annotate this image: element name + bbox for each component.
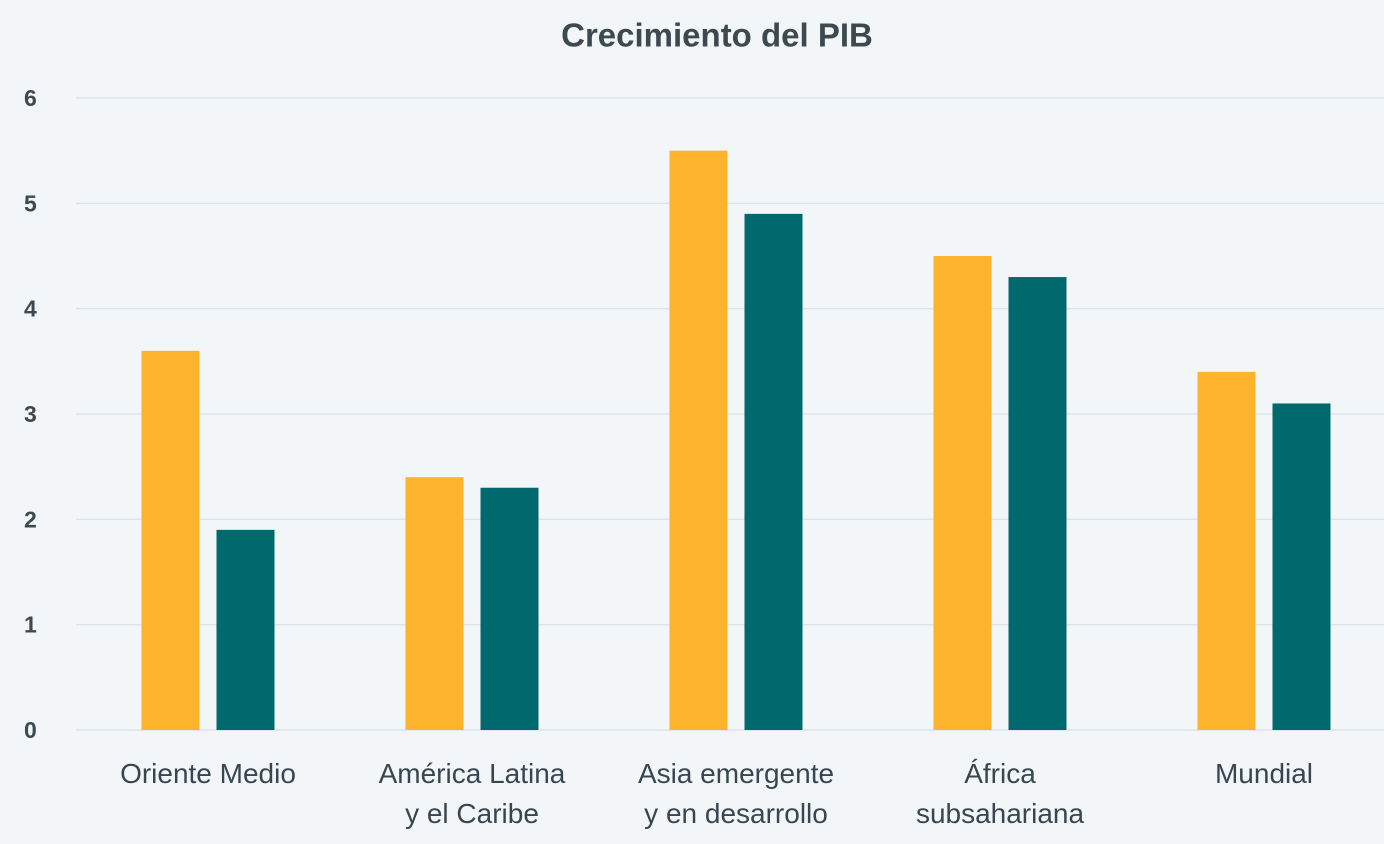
bar — [1197, 371, 1256, 730]
y-tick-label: 3 — [24, 401, 37, 427]
x-tick-label-line: Oriente Medio — [120, 758, 296, 789]
y-tick-label: 4 — [24, 296, 37, 322]
x-tick-label-line: África — [964, 758, 1036, 789]
bar — [216, 529, 275, 730]
y-tick-label: 5 — [24, 190, 37, 216]
y-tick-label: 2 — [24, 506, 37, 532]
bar — [141, 350, 200, 730]
x-tick-label: Asia emergente y en desarrollo — [638, 758, 834, 829]
bar — [480, 487, 539, 730]
x-tick-label-line: y el Caribe — [405, 798, 539, 829]
x-tick-label-line: y en desarrollo — [644, 798, 828, 829]
x-tick-label: Oriente Medio — [120, 758, 296, 789]
x-tick-label: Mundial — [1215, 758, 1313, 789]
bar — [933, 256, 992, 730]
bar — [744, 213, 803, 730]
chart-title: Crecimiento del PIB — [561, 17, 873, 54]
x-tick-label-line: Mundial — [1215, 758, 1313, 789]
x-tick-label: América Latina y el Caribe — [379, 758, 566, 829]
x-tick-label: África subsahariana — [916, 758, 1085, 829]
y-tick-label: 1 — [24, 612, 37, 638]
bar — [1272, 403, 1331, 730]
bar — [1008, 277, 1067, 730]
y-tick-label: 6 — [24, 85, 37, 111]
y-tick-label: 0 — [24, 717, 37, 743]
x-tick-label-line: Asia emergente — [638, 758, 834, 789]
x-tick-label-line: subsahariana — [916, 798, 1085, 829]
bar — [669, 150, 728, 730]
x-tick-label-line: América Latina — [379, 758, 566, 789]
bar — [405, 477, 464, 730]
